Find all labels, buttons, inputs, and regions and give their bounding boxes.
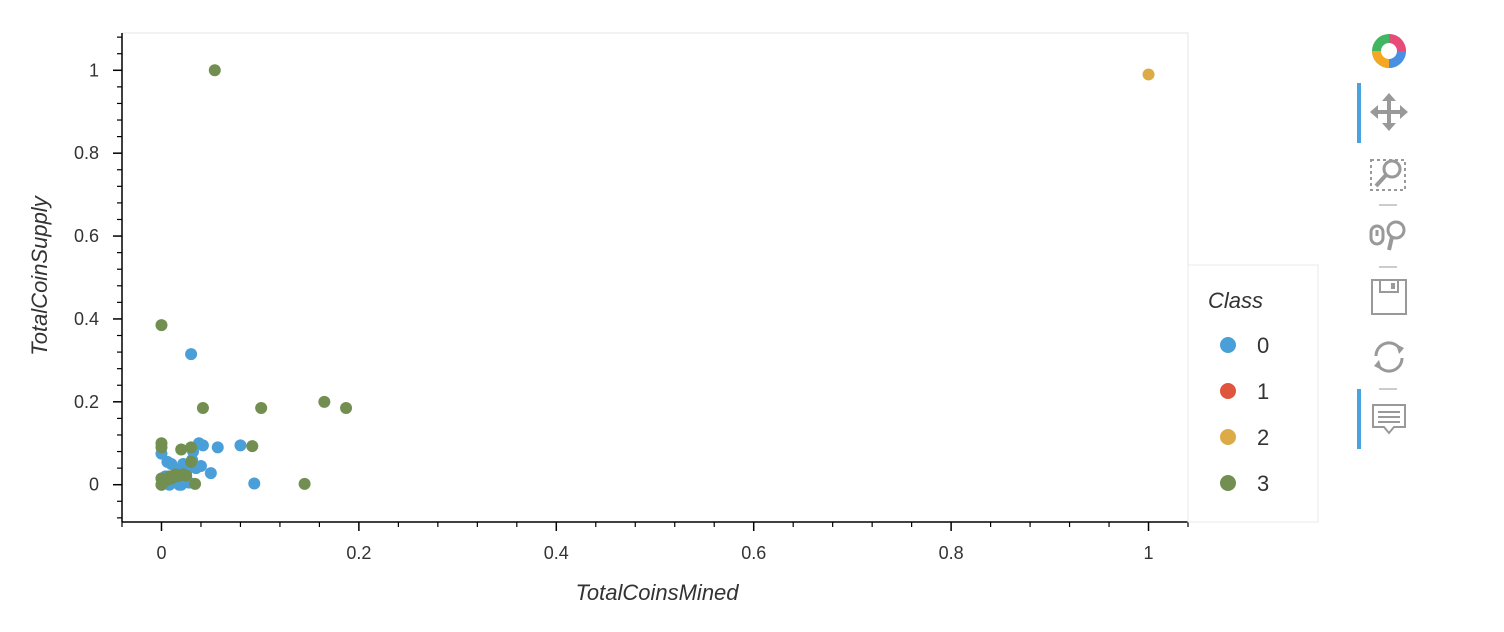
legend-label-0[interactable]: 0 [1257,333,1269,358]
x-tick-label: 1 [1144,543,1154,563]
legend-marker-3[interactable] [1220,475,1236,491]
bokeh-logo-icon[interactable] [1354,22,1424,82]
y-tick-label: 0.8 [74,143,99,163]
box-zoom-icon[interactable] [1354,145,1424,205]
legend-marker-0[interactable] [1220,337,1236,353]
scatter-points [155,64,1155,491]
x-tick-label: 0.4 [544,543,569,563]
legend-marker-1[interactable] [1220,383,1236,399]
legend-marker-2[interactable] [1220,429,1236,445]
data-point-class-3[interactable] [340,402,353,415]
x-tick-label: 0.8 [939,543,964,563]
data-point-class-3[interactable] [196,402,209,415]
data-point-class-2[interactable] [1142,68,1155,81]
y-axis: 0 0.2 0.4 0.6 0.8 1 [74,33,123,522]
data-point-class-3[interactable] [189,477,202,490]
y-tick-label: 0 [89,475,99,495]
x-tick-label: 0.6 [741,543,766,563]
plot-frame [121,32,1189,523]
data-point-class-3[interactable] [208,64,221,77]
data-point-class-0[interactable] [248,477,261,490]
data-point-class-0[interactable] [234,439,247,452]
data-point-class-3[interactable] [185,455,198,468]
toolbar [1354,28,1424,468]
y-axis-title: TotalCoinSupply [27,194,52,355]
y-tick-label: 0.4 [74,309,99,329]
data-point-class-0[interactable] [204,467,217,480]
y-tick-label: 1 [89,60,99,80]
data-point-class-3[interactable] [175,443,188,456]
data-point-class-0[interactable] [185,348,198,361]
data-point-class-0[interactable] [194,460,207,473]
data-point-class-3[interactable] [155,319,168,332]
hover-icon[interactable] [1354,389,1424,449]
save-icon[interactable] [1354,268,1424,328]
data-point-class-3[interactable] [155,441,168,454]
legend-box [1187,264,1319,523]
x-tick-label: 0.2 [346,543,371,563]
legend-label-1[interactable]: 1 [1257,379,1269,404]
y-tick-label: 0.2 [74,392,99,412]
legend-label-3[interactable]: 3 [1257,471,1269,496]
x-axis: 0 0.2 0.4 0.6 0.8 1 [121,521,1189,563]
legend-title: Class [1208,288,1263,313]
pan-icon[interactable] [1354,83,1424,143]
x-axis-title: TotalCoinsMined [575,580,739,605]
reset-icon[interactable] [1354,328,1424,388]
data-point-class-3[interactable] [185,441,198,454]
data-point-class-3[interactable] [318,395,331,408]
legend-label-2[interactable]: 2 [1257,425,1269,450]
data-point-class-0[interactable] [196,439,209,452]
data-point-class-0[interactable] [211,441,224,454]
data-point-class-3[interactable] [255,402,268,415]
data-point-class-3[interactable] [180,469,193,482]
y-tick-label: 0.6 [74,226,99,246]
wheel-zoom-icon[interactable] [1354,206,1424,266]
legend: Class 0 1 2 3 [1187,264,1319,523]
x-tick-label: 0 [156,543,166,563]
data-point-class-3[interactable] [298,477,311,490]
data-point-class-3[interactable] [246,440,259,453]
